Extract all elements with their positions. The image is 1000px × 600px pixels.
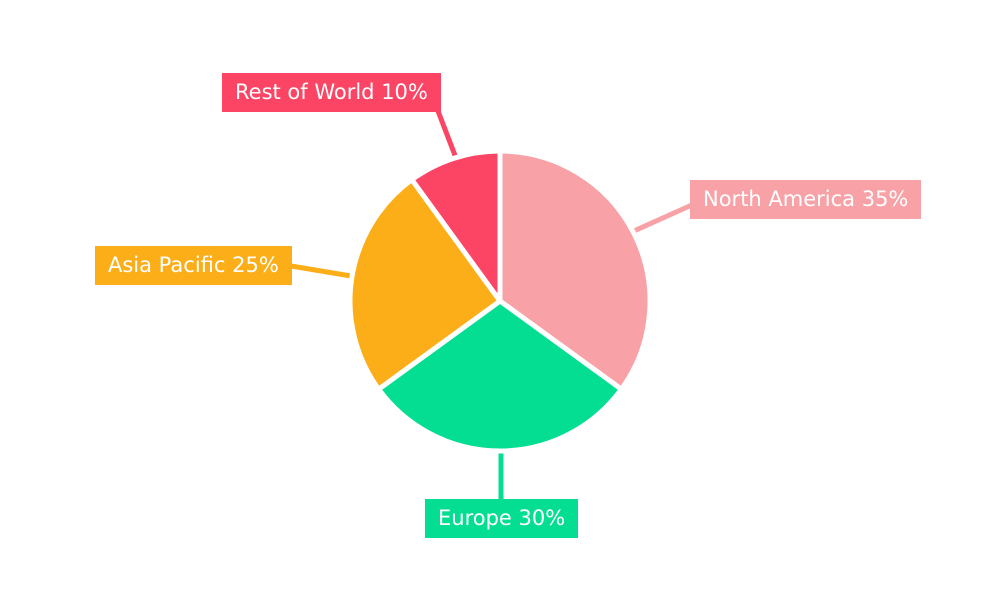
label-rest-of-world: Rest of World 10% (222, 73, 441, 112)
pie-slice-north-america (497, 148, 653, 392)
label-asia-pacific: Asia Pacific 25% (95, 246, 292, 285)
pie-slice-asia-pacific (347, 177, 503, 392)
leader-line-asia-pacific (290, 263, 358, 280)
pie-slice-europe (376, 298, 624, 454)
pie-slices (347, 148, 653, 454)
leader-lines (290, 110, 696, 501)
label-north-america: North America 35% (690, 180, 922, 219)
label-europe: Europe 30% (425, 499, 579, 538)
pie-slice-rest-of-world (409, 148, 503, 304)
leader-line-north-america (632, 201, 696, 234)
leader-line-rest-of-world (435, 110, 459, 159)
